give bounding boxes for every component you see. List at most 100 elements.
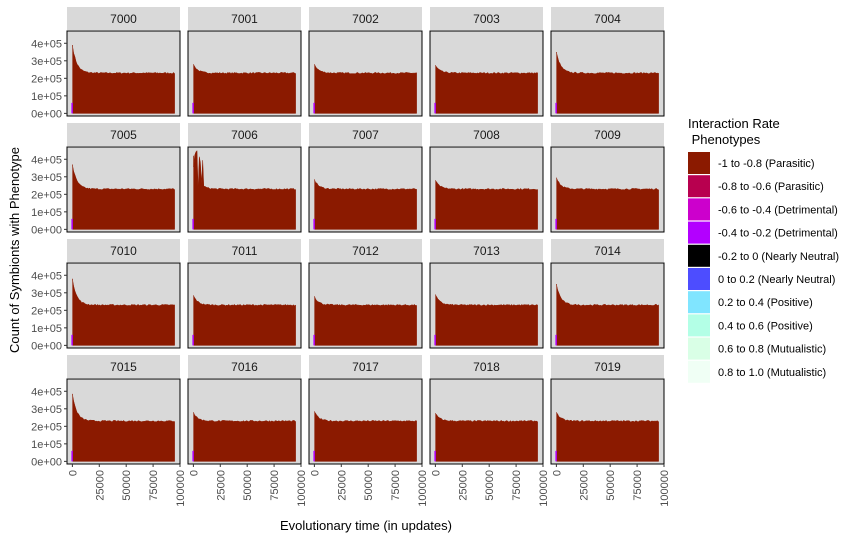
area-parasitic — [314, 64, 417, 114]
facet-label: 7004 — [594, 12, 621, 26]
y-tick-label: 3e+05 — [31, 56, 62, 68]
legend-item: 0.2 to 0.4 (Positive) — [688, 291, 813, 314]
x-tick-label: 50000 — [242, 470, 254, 501]
panel-border — [550, 146, 665, 233]
area-parasitic — [193, 150, 296, 230]
facet-strip — [309, 239, 422, 262]
facet-7014: 7014 — [550, 239, 665, 349]
x-tick-label: 100000 — [296, 470, 308, 507]
y-axis-label: Count of Symbionts with Phenotype — [7, 147, 22, 353]
y-tick-label: 1e+05 — [31, 207, 62, 219]
legend-swatch — [688, 314, 710, 337]
area-parasitic — [193, 412, 296, 462]
y-tick-label: 3e+05 — [31, 288, 62, 300]
facet-7001: 7001 — [187, 7, 302, 117]
facet-strip — [67, 7, 180, 30]
facet-strip — [188, 239, 301, 262]
legend-item: -0.2 to 0 (Nearly Neutral) — [688, 244, 839, 267]
legend-swatch — [688, 291, 710, 314]
y-tick-label: 0e+00 — [31, 108, 62, 120]
area-parasitic — [72, 164, 175, 230]
legend-swatch — [688, 337, 710, 360]
x-tick-label: 25000 — [215, 470, 227, 501]
legend-item: 0.4 to 0.6 (Positive) — [688, 314, 813, 337]
legend-item: -1 to -0.8 (Parasitic) — [688, 152, 815, 174]
legend-item: 0.8 to 1.0 (Mutualistic) — [688, 360, 826, 383]
y-tick-label: 0e+00 — [31, 456, 62, 468]
panel-border — [308, 30, 423, 117]
panel-border — [308, 378, 423, 465]
area-parasitic — [193, 64, 296, 114]
legend-label: -0.4 to -0.2 (Detrimental) — [718, 228, 838, 240]
panel-border — [66, 30, 181, 117]
facet-label: 7002 — [352, 12, 379, 26]
y-tick-label: 3e+05 — [31, 404, 62, 416]
area-detrimental — [71, 102, 73, 114]
panel-border — [550, 378, 665, 465]
facet-label: 7001 — [231, 12, 258, 26]
legend-label: 0.6 to 0.8 (Mutualistic) — [718, 344, 826, 356]
x-tick-label: 50000 — [484, 470, 496, 501]
area-parasitic — [314, 296, 417, 346]
facet-label: 7006 — [231, 128, 258, 142]
area-parasitic — [314, 179, 417, 230]
area-parasitic — [435, 294, 538, 346]
legend: Interaction Rate Phenotypes -1 to -0.8 (P… — [688, 116, 839, 383]
x-tick-label: 100000 — [538, 470, 550, 507]
facet-strip — [309, 355, 422, 378]
legend-label: -0.8 to -0.6 (Parasitic) — [718, 181, 824, 193]
panel-border — [429, 378, 544, 465]
area-parasitic — [435, 65, 538, 114]
panel-border — [550, 30, 665, 117]
facet-7017: 7017 0 25000 50000 75000 100000 — [308, 355, 429, 507]
legend-swatch — [688, 175, 710, 198]
x-tick-label: 25000 — [578, 470, 590, 501]
facet-strip — [551, 355, 664, 378]
legend-label: 0.2 to 0.4 (Positive) — [718, 297, 813, 309]
panel-border — [187, 262, 302, 349]
legend-label: -0.2 to 0 (Nearly Neutral) — [718, 251, 839, 263]
legend-label: -1 to -0.8 (Parasitic) — [718, 158, 815, 170]
x-tick-label: 75000 — [148, 470, 160, 501]
legend-swatch — [688, 198, 710, 221]
panel-border — [308, 146, 423, 233]
facet-7008: 7008 — [429, 123, 544, 233]
facet-strip — [551, 7, 664, 30]
legend-item: -0.6 to -0.4 (Detrimental) — [688, 198, 838, 221]
x-tick-label: 75000 — [511, 470, 523, 501]
area-detrimental — [192, 102, 194, 114]
legend-item: -0.4 to -0.2 (Detrimental) — [688, 221, 838, 244]
x-tick-label: 25000 — [457, 470, 469, 501]
area-detrimental — [313, 450, 315, 462]
area-detrimental — [555, 102, 557, 114]
panel-border — [429, 262, 544, 349]
y-tick-label: 1e+05 — [31, 439, 62, 451]
area-detrimental — [555, 334, 557, 346]
facet-strip — [430, 7, 543, 30]
facet-7007: 7007 — [308, 123, 423, 233]
area-parasitic — [556, 177, 659, 230]
area-parasitic — [556, 284, 659, 346]
area-parasitic — [72, 393, 175, 462]
panel-border — [187, 378, 302, 465]
facet-strip — [67, 123, 180, 146]
facet-panels: 7000 0e+00 1e+05 2e+05 3e+05 4e+05 7001 7002 700… — [31, 7, 671, 507]
area-parasitic — [72, 45, 175, 114]
facet-7011: 7011 — [187, 239, 302, 349]
area-detrimental — [434, 102, 436, 114]
facet-label: 7010 — [110, 244, 137, 258]
x-tick-label: 25000 — [94, 470, 106, 501]
panel-border — [187, 30, 302, 117]
x-tick-label: 100000 — [659, 470, 671, 507]
x-tick-label: 75000 — [269, 470, 281, 501]
facet-7005: 7005 0e+00 1e+05 2e+05 3e+05 4e+05 — [31, 123, 181, 236]
facet-label: 7016 — [231, 360, 258, 374]
facet-7004: 7004 — [550, 7, 665, 117]
area-detrimental — [192, 218, 194, 230]
panel-border — [550, 262, 665, 349]
facet-label: 7005 — [110, 128, 137, 142]
facet-strip — [188, 355, 301, 378]
y-tick-label: 2e+05 — [31, 73, 62, 85]
facet-7010: 7010 0e+00 1e+05 2e+05 3e+05 4e+05 — [31, 239, 181, 352]
